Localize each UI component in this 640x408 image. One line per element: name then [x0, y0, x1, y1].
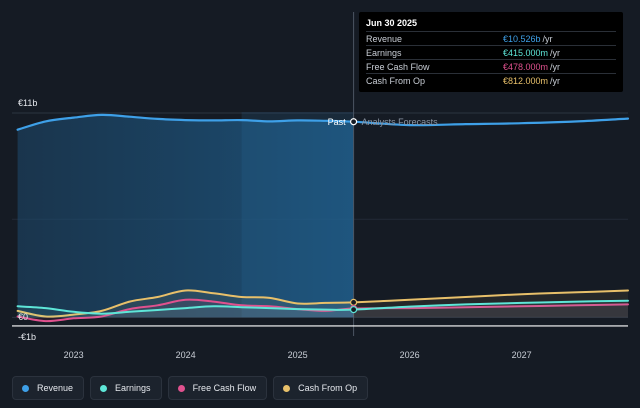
free-cash-flow-dot-icon [177, 384, 185, 392]
tooltip-value: €10.526b [503, 33, 541, 44]
legend-label: Revenue [37, 383, 74, 393]
tooltip-value: €812.000m [503, 75, 549, 86]
tooltip-unit: /yr [550, 75, 561, 86]
tooltip-label: Revenue [366, 33, 403, 44]
tooltip-unit: /yr [550, 61, 561, 72]
revenue-line [16, 113, 630, 131]
legend-label: Cash From Op [298, 383, 358, 393]
legend-label: Free Cash Flow [192, 383, 257, 393]
earnings-point-marker [350, 306, 358, 314]
highlight-band [241, 112, 354, 318]
tooltip-label: Free Cash Flow [366, 61, 430, 72]
cash-from-op-dot-icon [283, 384, 291, 392]
x-tick-label: 2026 [400, 350, 420, 360]
tooltip-unit: /yr [550, 47, 561, 58]
tooltip-label: Cash From Op [366, 75, 426, 86]
tooltip-label: Earnings [366, 47, 402, 58]
revenue-point-marker [350, 118, 358, 126]
earnings-line [16, 299, 629, 315]
past-label: Past [328, 117, 347, 127]
legend-label: Earnings [115, 383, 151, 393]
revenue-dot-icon [22, 384, 29, 392]
tooltip-row-free-cash-flow: Free Cash Flow €478.000m /yr [366, 59, 616, 73]
x-tick-label: 2024 [176, 350, 196, 360]
tooltip-unit: /yr [542, 33, 553, 44]
forecast-label: Analysts Forecasts [362, 117, 439, 127]
y-tick-label: -€1b [18, 332, 36, 342]
x-tick-label: 2027 [512, 350, 532, 360]
y-tick-label: €11b [18, 98, 37, 108]
data-tooltip: Jun 30 2025 Revenue €10.526b /yr Earning… [359, 12, 623, 92]
legend-item-earnings[interactable]: Earnings [90, 376, 162, 400]
y-tick-label: €0 [18, 312, 28, 322]
tooltip-row-earnings: Earnings €415.000m /yr [366, 45, 616, 59]
tooltip-value: €478.000m [503, 61, 549, 72]
tooltip-date: Jun 30 2025 [366, 18, 418, 28]
free-cash-flow-area [17, 299, 629, 322]
x-tick-label: 2025 [288, 350, 308, 360]
cash-from-op-point-marker [350, 298, 358, 306]
x-tick-label: 2023 [64, 350, 84, 360]
earnings-dot-icon [100, 384, 108, 392]
legend-item-free-cash-flow[interactable]: Free Cash Flow [167, 376, 268, 400]
legend-item-revenue[interactable]: Revenue [12, 376, 85, 400]
free-cash-flow-line [16, 298, 629, 323]
tooltip-value: €415.000m [503, 47, 549, 58]
tooltip-row-cash-from-op: Cash From Op €812.000m /yr [366, 73, 616, 87]
legend: Revenue Earnings Free Cash Flow Cash Fro… [12, 376, 369, 400]
cash-from-op-line [16, 289, 629, 318]
past-region-area [17, 114, 354, 318]
tooltip-row-revenue: Revenue €10.526b /yr [366, 31, 616, 45]
legend-item-cash-from-op[interactable]: Cash From Op [273, 376, 369, 400]
